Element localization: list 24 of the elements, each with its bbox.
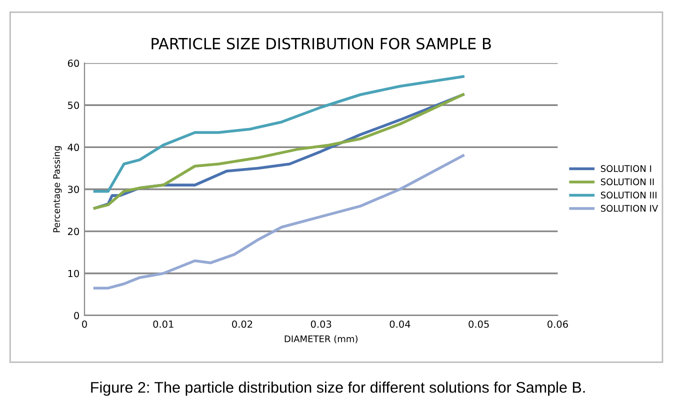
- y-tick-label: 20: [68, 228, 79, 236]
- x-tick-label: 0.03: [310, 320, 332, 328]
- y-tick-label: 50: [68, 102, 79, 109]
- line-series: [93, 75, 464, 193]
- legend-label: SOLUTION I: [600, 165, 652, 172]
- y-axis-title: Percentage Passing: [52, 146, 62, 232]
- x-tick-label: 0.02: [232, 320, 252, 328]
- y-tick-label: 30: [68, 186, 79, 194]
- x-tick-label: 0.04: [390, 320, 410, 328]
- y-tick-label: 40: [68, 144, 79, 152]
- y-tick-label: 0: [74, 312, 79, 320]
- chart-title: PARTICLE SIZE DISTRIBUTION FOR SAMPLE B: [152, 38, 491, 50]
- x-axis-title: DIAMETER (mm): [284, 335, 358, 344]
- y-tick-label: 10: [68, 270, 79, 278]
- x-tick-label: 0.01: [153, 320, 174, 328]
- legend-label: SOLUTION IV: [600, 204, 658, 212]
- legend-label: SOLUTION II: [600, 178, 654, 186]
- legend-label: SOLUTION III: [600, 192, 656, 198]
- x-tick-label: 0: [82, 320, 87, 328]
- x-tick-label: 0.06: [548, 320, 568, 328]
- caption: Figure 2: The particle distribution size for different solutions for Sample B.: [91, 382, 585, 396]
- line-series: [93, 154, 464, 290]
- y-tick-label: 60: [68, 60, 79, 67]
- x-tick-label: 0.05: [468, 320, 489, 328]
